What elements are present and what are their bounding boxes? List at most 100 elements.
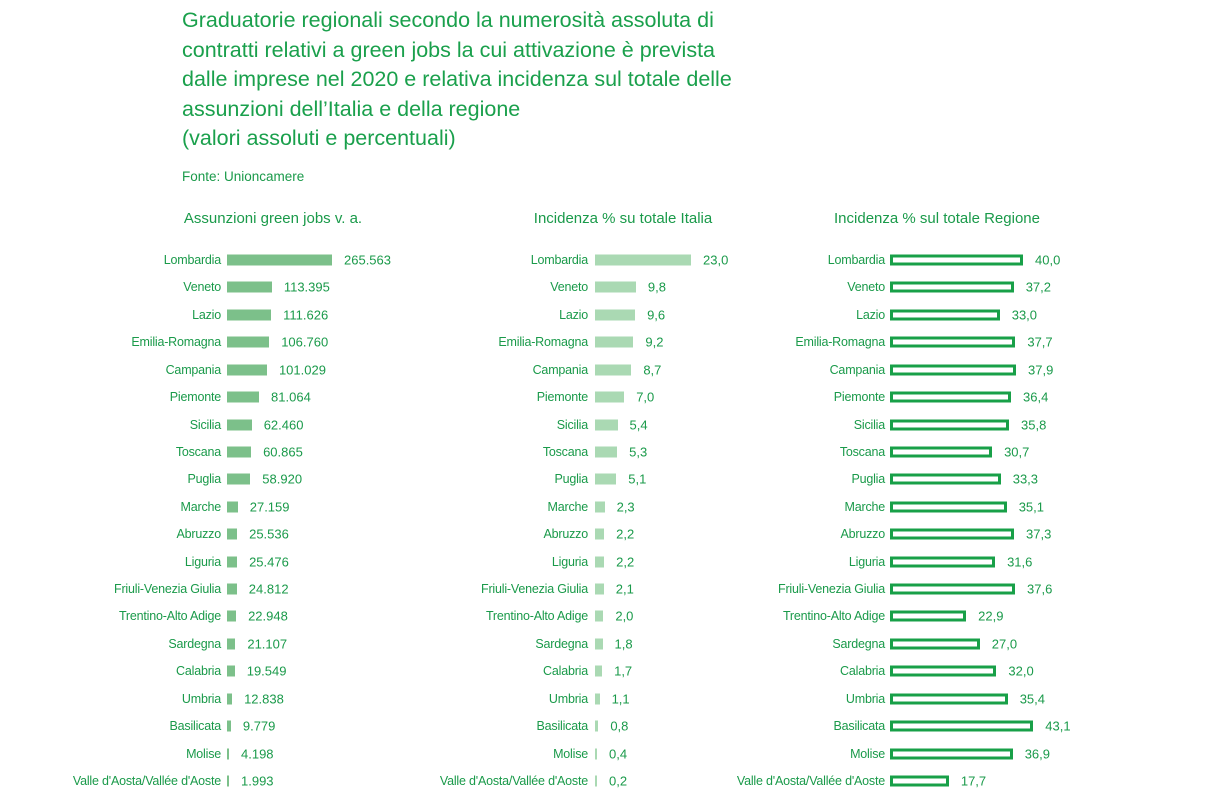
category-label: Abruzzo <box>840 527 886 542</box>
category-label: Emilia-Romagna <box>795 335 885 350</box>
value-label: 7,0 <box>636 389 655 405</box>
value-label: 37,6 <box>1027 581 1053 597</box>
category-label: Piemonte <box>169 390 221 405</box>
value-label: 31,6 <box>1007 554 1033 570</box>
value-label: 19.549 <box>246 663 287 679</box>
value-label: 23,0 <box>703 252 729 268</box>
bar <box>890 693 1008 705</box>
category-label: Basilicata <box>833 719 886 734</box>
bar <box>227 336 270 348</box>
value-label: 113.395 <box>283 279 330 295</box>
value-label: 62.460 <box>263 417 304 433</box>
category-label: Sardegna <box>832 636 885 651</box>
bar <box>595 391 625 403</box>
category-label: Sicilia <box>853 417 885 432</box>
category-label: Molise <box>850 746 885 761</box>
bar <box>595 693 600 705</box>
category-label: Sicilia <box>556 417 588 432</box>
bar <box>595 281 636 293</box>
value-label: 1,7 <box>614 663 633 679</box>
category-label: Piemonte <box>833 390 885 405</box>
value-label: 37,2 <box>1025 279 1051 295</box>
value-label: 36,4 <box>1023 389 1049 405</box>
value-label: 106.760 <box>281 334 329 350</box>
category-label: Liguria <box>848 554 885 569</box>
bar <box>890 336 1016 348</box>
value-label: 4.198 <box>241 746 274 762</box>
bar <box>890 638 980 650</box>
category-label: Marche <box>547 499 589 514</box>
category-label: Sicilia <box>189 417 221 432</box>
value-label: 2,0 <box>615 608 634 624</box>
bar <box>227 501 238 513</box>
value-label: 33,0 <box>1011 307 1038 323</box>
category-label: Trentino-Alto Adige <box>118 609 221 624</box>
bar <box>227 254 332 266</box>
bar <box>595 665 603 677</box>
category-label: Calabria <box>176 664 221 679</box>
value-label: 0,8 <box>610 718 629 734</box>
panel-title-italia: Incidenza % su totale Italia <box>533 210 713 227</box>
category-label: Valle d'Aosta/Vallée d'Aoste <box>439 773 588 788</box>
bar <box>890 583 1016 595</box>
value-label: 1,8 <box>614 636 633 652</box>
category-label: Campania <box>532 362 589 377</box>
category-label: Lazio <box>192 307 221 322</box>
value-label: 35,1 <box>1018 499 1045 515</box>
title-line: (valori assoluti e percentuali) <box>182 126 456 150</box>
value-label: 25.476 <box>249 554 289 570</box>
value-label: 2,2 <box>616 554 635 570</box>
bar <box>890 473 1001 485</box>
value-label: 8,7 <box>643 362 662 378</box>
category-label: Sardegna <box>535 636 588 651</box>
bar <box>227 638 236 650</box>
value-label: 40,0 <box>1035 252 1061 268</box>
bar <box>227 419 252 431</box>
value-label: 17,7 <box>960 773 987 789</box>
category-label: Valle d'Aosta/Vallée d'Aoste <box>736 773 885 788</box>
bar <box>227 665 235 677</box>
category-label: Puglia <box>187 472 221 487</box>
category-label: Toscana <box>175 444 221 459</box>
category-label: Liguria <box>551 554 588 569</box>
bar <box>890 391 1012 403</box>
category-label: Lombardia <box>530 253 588 267</box>
bar <box>595 446 618 458</box>
category-label: Abruzzo <box>543 527 589 542</box>
bar <box>595 501 605 513</box>
value-label: 37,9 <box>1028 362 1054 378</box>
category-label: Friuli-Venezia Giulia <box>481 582 588 597</box>
bar <box>890 446 993 458</box>
value-label: 5,3 <box>629 444 648 460</box>
category-label: Umbria <box>548 691 588 706</box>
bar <box>595 556 605 568</box>
category-label: Sardegna <box>168 636 221 651</box>
category-label: Marche <box>844 499 886 514</box>
bar <box>890 748 1013 760</box>
bar <box>595 364 632 376</box>
category-label: Veneto <box>550 280 588 295</box>
category-label: Toscana <box>839 444 885 459</box>
bar <box>595 309 636 321</box>
bar <box>227 391 260 403</box>
bar <box>890 419 1010 431</box>
bar <box>595 748 597 760</box>
value-label: 2,3 <box>616 499 635 515</box>
bar <box>227 473 251 485</box>
chart-title: Graduatorie regionali secondo la numeros… <box>182 6 822 154</box>
bar <box>595 583 604 595</box>
category-label: Calabria <box>543 664 588 679</box>
value-label: 12.838 <box>244 691 284 707</box>
category-label: Friuli-Venezia Giulia <box>778 582 885 597</box>
bar <box>227 556 238 568</box>
category-label: Friuli-Venezia Giulia <box>114 582 221 597</box>
value-label: 9,6 <box>647 307 666 323</box>
value-label: 101.029 <box>278 362 326 378</box>
bar <box>595 638 603 650</box>
bar <box>595 419 618 431</box>
category-label: Emilia-Romagna <box>498 335 588 350</box>
category-label: Toscana <box>542 444 588 459</box>
bar <box>595 528 605 540</box>
value-label: 25.536 <box>249 526 289 542</box>
title-line: Graduatorie regionali secondo la numeros… <box>182 8 714 32</box>
